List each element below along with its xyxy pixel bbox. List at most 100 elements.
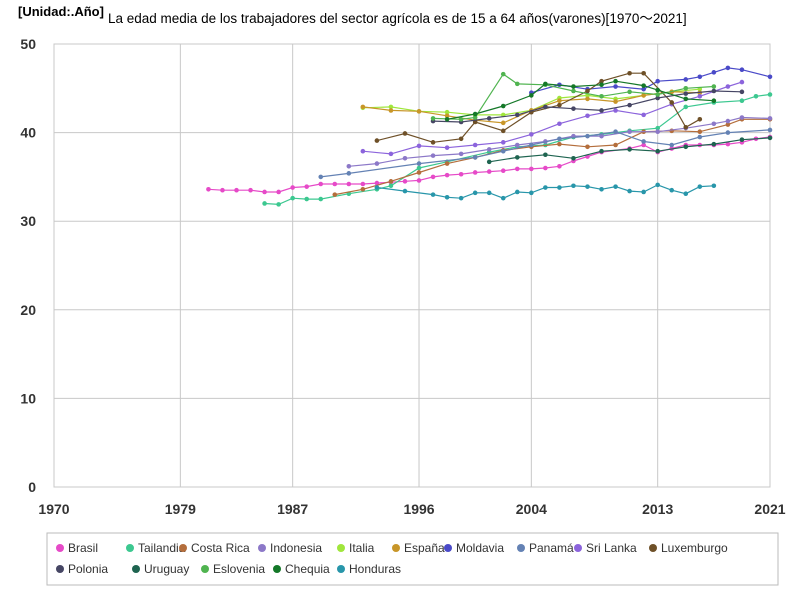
data-point xyxy=(655,87,660,93)
data-point xyxy=(683,91,689,96)
data-point xyxy=(571,155,576,161)
data-point xyxy=(444,172,450,178)
data-point xyxy=(332,192,338,197)
legend-item: Indonesia xyxy=(258,541,322,555)
data-point xyxy=(220,187,225,193)
data-point xyxy=(262,201,267,206)
data-point xyxy=(248,187,253,193)
legend-label: Sri Lanka xyxy=(586,541,637,555)
legend-item: Italia xyxy=(337,541,375,555)
data-point xyxy=(346,181,352,187)
legend-item: Costa Rica xyxy=(179,541,250,555)
series-line xyxy=(433,90,742,123)
data-point xyxy=(543,165,548,171)
data-point xyxy=(290,195,295,201)
data-point xyxy=(500,128,506,134)
data-point xyxy=(472,170,478,175)
data-point xyxy=(599,78,604,84)
legend-label: Costa Rica xyxy=(191,541,250,555)
legend-item: Sri Lanka xyxy=(574,541,637,555)
series-layer xyxy=(206,65,773,207)
data-point xyxy=(627,70,632,76)
data-point xyxy=(529,166,534,172)
data-point xyxy=(206,187,211,192)
data-point xyxy=(500,148,506,154)
series-line xyxy=(320,129,771,178)
data-point xyxy=(739,115,745,120)
data-point xyxy=(711,141,717,147)
data-point xyxy=(725,84,731,89)
data-point xyxy=(641,83,646,88)
data-point xyxy=(374,180,380,186)
data-point xyxy=(430,192,436,197)
legend-item: Uruguay xyxy=(132,562,189,576)
legend-label: Chequia xyxy=(285,562,330,576)
data-point xyxy=(402,188,408,194)
data-point xyxy=(374,138,380,143)
data-point xyxy=(557,163,562,169)
data-point xyxy=(430,153,436,158)
data-point xyxy=(641,112,646,118)
data-point xyxy=(346,171,352,176)
data-point xyxy=(753,93,759,99)
data-point xyxy=(711,183,717,189)
data-point xyxy=(557,185,562,190)
data-point xyxy=(430,116,436,121)
series-line xyxy=(446,80,714,120)
data-point xyxy=(529,93,534,98)
data-point xyxy=(543,104,548,110)
data-point xyxy=(697,134,703,140)
data-point xyxy=(486,147,492,152)
data-point xyxy=(683,104,689,110)
data-point xyxy=(571,106,576,111)
data-point xyxy=(725,122,731,127)
series-honduras xyxy=(374,182,717,201)
data-point xyxy=(739,98,745,104)
data-point xyxy=(486,159,492,165)
series-line xyxy=(433,73,714,120)
data-point xyxy=(346,163,352,169)
data-point xyxy=(599,133,604,139)
legend-swatch xyxy=(258,544,266,552)
series-indonesia xyxy=(346,115,773,169)
data-point xyxy=(374,185,380,190)
data-point xyxy=(683,96,689,102)
data-point xyxy=(430,140,436,145)
legend-label: Moldavia xyxy=(456,541,504,555)
legend-swatch xyxy=(56,544,64,552)
legend-item: Honduras xyxy=(337,562,401,576)
data-point xyxy=(585,144,590,150)
data-point xyxy=(571,183,576,189)
data-point xyxy=(711,88,717,94)
data-point xyxy=(458,136,464,142)
data-point xyxy=(472,142,478,148)
legend: Brasil Tailandia Costa Rica Indonesia Italia… xyxy=(56,541,728,576)
legend-swatch xyxy=(444,544,452,552)
data-point xyxy=(402,131,408,136)
data-point xyxy=(388,108,394,113)
data-point xyxy=(304,196,310,202)
data-point xyxy=(416,143,422,149)
data-point xyxy=(641,139,646,144)
data-point xyxy=(669,187,675,193)
data-point xyxy=(655,95,660,101)
data-point xyxy=(585,184,590,189)
data-point xyxy=(416,161,422,166)
legend-swatch xyxy=(126,544,134,552)
data-point xyxy=(669,142,675,148)
data-point xyxy=(725,130,731,135)
data-point xyxy=(711,121,717,127)
legend-swatch xyxy=(273,565,281,573)
data-point xyxy=(725,65,731,71)
data-point xyxy=(655,182,660,188)
data-point xyxy=(234,187,239,193)
data-point xyxy=(641,70,646,76)
data-point xyxy=(529,142,534,148)
data-point xyxy=(613,184,618,189)
data-point xyxy=(767,92,773,97)
legend-swatch xyxy=(337,544,345,552)
data-point xyxy=(318,181,324,187)
legend-item: Luxemburgo xyxy=(649,541,728,555)
series-tailandia xyxy=(262,92,773,207)
